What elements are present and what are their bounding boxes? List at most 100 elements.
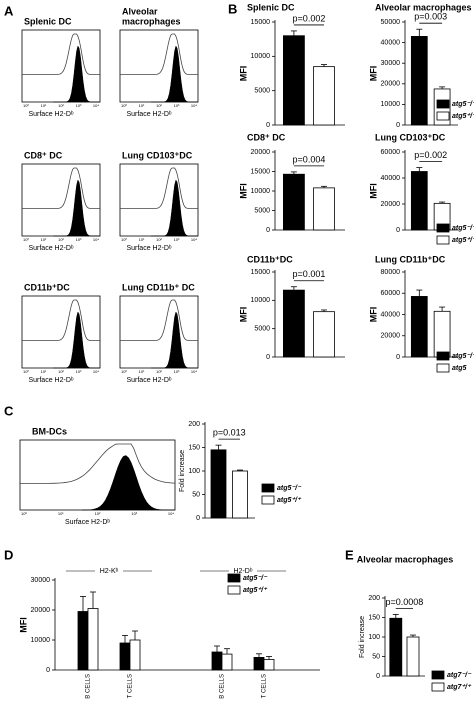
y-tick-label: 0 bbox=[376, 673, 380, 680]
histogram-tick-label: 10⁰ bbox=[23, 369, 29, 374]
histogram-x-label: Surface H2-Dᵇ bbox=[28, 245, 73, 252]
histogram-filled bbox=[53, 311, 100, 369]
y-tick-label: 10000 bbox=[381, 101, 401, 108]
histogram-tick-label: 10² bbox=[58, 369, 64, 374]
legend-swatch bbox=[436, 111, 450, 121]
histogram-x-label: Surface H2-Dᵇ bbox=[126, 111, 171, 118]
legend-swatch bbox=[436, 363, 450, 373]
legend-swatch bbox=[436, 223, 450, 233]
chart-title: Lung CD11b⁺DC bbox=[375, 254, 446, 264]
y-axis-label: MFI bbox=[368, 307, 378, 323]
bar bbox=[253, 657, 265, 671]
y-tick-label: 200 bbox=[368, 595, 380, 602]
legend-swatch bbox=[261, 495, 275, 505]
y-tick-label: 10000 bbox=[251, 53, 271, 60]
histogram-tick-label: 10² bbox=[58, 237, 64, 242]
y-tick-label: 20000 bbox=[251, 149, 271, 156]
bar bbox=[210, 449, 227, 519]
legend-swatch bbox=[431, 670, 445, 680]
group-label: H2-Kᵇ bbox=[100, 568, 119, 575]
histogram-tick-label: 10² bbox=[156, 103, 162, 108]
y-tick-label: 150 bbox=[188, 444, 200, 451]
y-tick-label: 15000 bbox=[251, 19, 271, 26]
histogram-tick-label: 10⁴ bbox=[191, 369, 197, 374]
y-tick-label: 0 bbox=[46, 667, 50, 674]
bar bbox=[232, 470, 248, 519]
y-tick-label: 50000 bbox=[381, 19, 401, 26]
p-value: p=0.001 bbox=[293, 269, 326, 279]
y-tick-label: 100 bbox=[188, 468, 200, 475]
bar bbox=[87, 608, 99, 671]
y-tick-label: 0 bbox=[396, 354, 400, 361]
histogram-title: Splenic DC bbox=[24, 16, 72, 26]
legend-label: atg5⁻/⁻ bbox=[452, 101, 474, 108]
histogram-x-label: Surface H2-Dᵇ bbox=[28, 111, 73, 118]
histogram-filled bbox=[53, 179, 100, 237]
y-tick-label: 0 bbox=[266, 354, 270, 361]
bar bbox=[282, 173, 305, 231]
legend-label: atg5⁺/⁺ bbox=[277, 497, 302, 504]
histogram-tick-label: 10¹ bbox=[41, 103, 47, 108]
y-tick-label: 20000 bbox=[381, 201, 401, 208]
histogram-tick-label: 10² bbox=[58, 103, 64, 108]
y-axis-label: MFI bbox=[238, 307, 248, 323]
y-axis-label: MFI bbox=[368, 183, 378, 199]
histogram-tick-label: 10³ bbox=[76, 237, 82, 242]
p-value: p=0.013 bbox=[213, 428, 246, 438]
histogram-frame bbox=[19, 439, 176, 511]
legend-swatch bbox=[436, 99, 450, 109]
group-label: H2-Dᵇ bbox=[234, 568, 253, 575]
histogram-tick-label: 10² bbox=[156, 237, 162, 242]
y-tick-label: 15000 bbox=[251, 168, 271, 175]
histogram-tick-label: 10¹ bbox=[41, 369, 47, 374]
histogram-tick-label: 10³ bbox=[174, 237, 180, 242]
legend-label: atg5⁺/⁺ bbox=[452, 113, 474, 120]
histogram-frame bbox=[119, 29, 199, 103]
y-tick-label: 20000 bbox=[381, 81, 401, 88]
legend-label: atg5⁺/⁺ bbox=[452, 237, 474, 244]
histogram-tick-label: 10⁰ bbox=[21, 511, 27, 516]
y-tick-label: 10000 bbox=[251, 297, 271, 304]
bar bbox=[313, 187, 335, 231]
legend-swatch bbox=[227, 585, 241, 595]
histogram-title: macrophages bbox=[122, 16, 181, 26]
histogram-outline bbox=[21, 33, 100, 75]
y-axis-label: Fold increase bbox=[179, 450, 186, 492]
legend-label: atg5⁻/⁻ bbox=[277, 485, 302, 492]
histogram-x-label: Surface H2-Dᵇ bbox=[65, 519, 110, 526]
y-axis-label: Fold increase bbox=[359, 616, 366, 658]
histogram-filled bbox=[53, 45, 100, 103]
y-tick-label: 10000 bbox=[251, 188, 271, 195]
y-tick-label: 30000 bbox=[381, 60, 401, 67]
y-axis-label: MFI bbox=[238, 183, 248, 199]
histogram-tick-label: 10¹ bbox=[139, 369, 145, 374]
p-value: p=0.0008 bbox=[386, 597, 424, 607]
legend-label: atg5⁻/⁻ bbox=[452, 353, 474, 360]
x-tick-label: T CELLS bbox=[128, 674, 134, 698]
legend-label: atg5⁻/⁻ bbox=[243, 575, 268, 582]
y-tick-label: 0 bbox=[266, 227, 270, 234]
histogram-title: Lung CD103⁺DC bbox=[122, 150, 193, 160]
bar bbox=[221, 653, 233, 671]
y-axis-label: MFI bbox=[18, 617, 28, 633]
histogram-filled bbox=[151, 179, 198, 237]
y-tick-label: 20000 bbox=[31, 607, 51, 614]
histogram-frame bbox=[21, 295, 101, 369]
histogram-tick-label: 10⁰ bbox=[121, 103, 127, 108]
histogram-title: CD8⁺ DC bbox=[24, 150, 63, 160]
bar bbox=[211, 651, 223, 671]
x-tick-label: B CELLS bbox=[220, 674, 226, 699]
y-tick-label: 40000 bbox=[381, 175, 401, 182]
histogram-tick-label: 10⁴ bbox=[93, 103, 99, 108]
bar bbox=[282, 289, 305, 358]
y-tick-label: 0 bbox=[196, 515, 200, 522]
y-tick-label: 5000 bbox=[254, 207, 270, 214]
legend-swatch bbox=[261, 483, 275, 493]
histogram-x-label: Surface H2-Dᵇ bbox=[126, 377, 171, 384]
histogram-tick-label: 10³ bbox=[131, 511, 137, 516]
chart-title: CD11b⁺DC bbox=[247, 254, 293, 264]
chart-title: CD8⁺ DC bbox=[247, 132, 286, 142]
y-tick-label: 60000 bbox=[381, 149, 401, 156]
bar bbox=[410, 36, 428, 126]
y-tick-label: 40000 bbox=[381, 311, 401, 318]
